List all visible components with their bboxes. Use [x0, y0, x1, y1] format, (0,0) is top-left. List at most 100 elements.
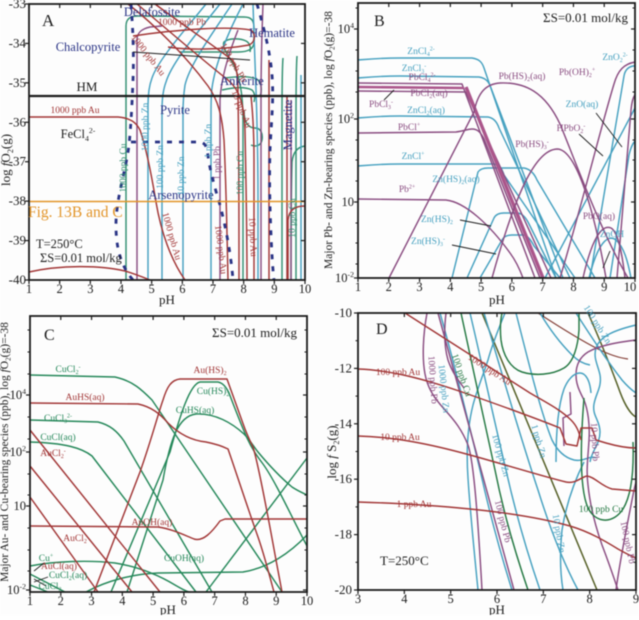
- svg-text:10 ppb Zn: 10 ppb Zn: [177, 156, 187, 195]
- svg-text:8: 8: [242, 594, 248, 608]
- svg-text:10 ppb Au: 10 ppb Au: [246, 217, 258, 257]
- svg-text:pH: pH: [489, 292, 505, 307]
- svg-text:-40: -40: [9, 272, 26, 287]
- svg-text:9: 9: [633, 592, 639, 606]
- svg-text:10: 10: [299, 282, 312, 296]
- svg-text:-36: -36: [9, 114, 27, 129]
- svg-text:Major Au- and Cu-bearing speci: Major Au- and Cu-bearing species (ppb), …: [0, 322, 13, 582]
- svg-text:1000 ppb Au: 1000 ppb Au: [50, 106, 99, 116]
- svg-text:5: 5: [150, 594, 156, 608]
- svg-text:2: 2: [386, 280, 392, 294]
- svg-text:Pb(HS)3​-​: Pb(HS)3​-​: [515, 139, 548, 151]
- svg-text:PbCl3​-​: PbCl3​-​: [369, 99, 393, 111]
- svg-text:6: 6: [494, 592, 500, 606]
- svg-text:10: 10: [14, 499, 27, 513]
- svg-text:10 ppb Pb: 10 ppb Pb: [588, 422, 600, 461]
- svg-text:Pyrite: Pyrite: [160, 103, 190, 117]
- svg-text:3: 3: [355, 592, 361, 606]
- svg-text:1 ppb Pb: 1 ppb Pb: [213, 146, 223, 180]
- svg-text:Zn(HS)3​-​: Zn(HS)3​-​: [411, 236, 445, 248]
- svg-text:Ankerite: Ankerite: [220, 74, 264, 88]
- svg-text:Magnetite: Magnetite: [281, 99, 295, 150]
- svg-text:AuHS(aq): AuHS(aq): [65, 392, 104, 403]
- svg-text:1: 1: [26, 282, 32, 296]
- svg-text:Major Pb- and Zn-bearing speci: Major Pb- and Zn-bearing species (ppb), …: [323, 11, 337, 269]
- svg-text:1000 ppb Cu: 1000 ppb Cu: [119, 143, 129, 192]
- svg-text:-39: -39: [9, 233, 26, 248]
- svg-text:Pb(HS)2​(aq): Pb(HS)2​(aq): [499, 71, 546, 83]
- svg-text:-18: -18: [335, 527, 352, 542]
- svg-text:4: 4: [401, 592, 408, 606]
- svg-text:8: 8: [587, 592, 593, 606]
- svg-text:8: 8: [570, 280, 576, 294]
- svg-text:100 ppb Cu: 100 ppb Cu: [579, 505, 624, 515]
- svg-text:1000 ppb Pb: 1000 ppb Pb: [425, 356, 438, 405]
- svg-text:pH: pH: [159, 292, 175, 307]
- svg-text:-33: -33: [9, 0, 26, 11]
- svg-text:102​: 102​: [338, 111, 355, 126]
- svg-text:1000 ppb Pb: 1000 ppb Pb: [158, 18, 206, 28]
- svg-text:1 ppb Zn: 1 ppb Zn: [204, 124, 214, 159]
- svg-text:5: 5: [478, 280, 484, 294]
- svg-text:4: 4: [119, 594, 126, 608]
- svg-text:10-2​: 10-2​: [335, 270, 354, 285]
- svg-text:-12: -12: [335, 360, 352, 375]
- svg-text:6: 6: [509, 280, 515, 294]
- svg-text:CuHS(aq): CuHS(aq): [176, 405, 215, 416]
- svg-text:Delafossite: Delafossite: [124, 5, 181, 19]
- svg-text:Pb(OH)2​+​: Pb(OH)2​+​: [559, 67, 596, 79]
- svg-text:Zn(HS)2​(aq): Zn(HS)2​(aq): [432, 174, 479, 186]
- svg-text:Hematite: Hematite: [249, 26, 295, 40]
- svg-text:-14: -14: [335, 416, 353, 431]
- svg-text:10-2​: 10-2​: [7, 582, 26, 597]
- svg-text:CuOH(aq): CuOH(aq): [164, 553, 204, 564]
- svg-text:Chalcopyrite: Chalcopyrite: [56, 40, 121, 54]
- svg-text:CuCl2​-​: CuCl2​-​: [56, 364, 81, 376]
- svg-text:6: 6: [179, 282, 185, 296]
- svg-text:pH: pH: [160, 602, 176, 615]
- svg-text:1000 ppb Au: 1000 ppb Au: [212, 225, 228, 275]
- svg-text:1: 1: [27, 594, 33, 608]
- svg-text:-20: -20: [335, 582, 352, 597]
- svg-text:7: 7: [540, 280, 546, 294]
- svg-text:10 ppb Au: 10 ppb Au: [380, 433, 420, 443]
- svg-text:10 ppb Cu: 10 ppb Cu: [288, 198, 298, 238]
- svg-text:ΣS=0.01 mol/kg: ΣS=0.01 mol/kg: [543, 10, 628, 25]
- svg-text:ZnOH: ZnOH: [600, 230, 624, 240]
- svg-text:HPbO2​-​: HPbO2​-​: [557, 123, 586, 135]
- svg-text:Fig. 13B and C: Fig. 13B and C: [28, 204, 123, 221]
- svg-text:ZnO2​2-​: ZnO2​2-​: [602, 52, 627, 64]
- svg-text:3: 3: [88, 594, 94, 608]
- svg-text:CuCl3​2-​: CuCl3​2-​: [44, 413, 72, 425]
- svg-text:AuCl2​-​: AuCl2​-​: [40, 448, 66, 460]
- svg-text:PbCl4​2-​: PbCl4​2-​: [409, 72, 436, 84]
- svg-text:-37: -37: [9, 154, 27, 169]
- svg-text:1: 1: [355, 280, 361, 294]
- svg-text:6: 6: [181, 594, 187, 608]
- svg-text:ΣS=0.01 mol/kg: ΣS=0.01 mol/kg: [212, 325, 297, 340]
- svg-text:100 ppb Au: 100 ppb Au: [376, 368, 421, 378]
- svg-text:Zn(HS)2​: Zn(HS)2​: [421, 214, 453, 226]
- svg-text:1000 ppb Au: 1000 ppb Au: [159, 211, 182, 261]
- svg-text:C: C: [44, 327, 55, 344]
- svg-text:Au(HS)2​: Au(HS)2​: [193, 365, 226, 377]
- svg-text:1000 ppb Zn: 1000 ppb Zn: [141, 102, 151, 151]
- svg-text:HM: HM: [77, 79, 98, 94]
- svg-text:D: D: [376, 321, 388, 338]
- svg-text:log f S2​(g): log f S2​(g): [324, 425, 341, 478]
- svg-text:PbCl+​: PbCl+​: [398, 122, 421, 133]
- svg-text:A: A: [42, 11, 55, 30]
- svg-text:ZnCl+​: ZnCl+​: [402, 151, 426, 162]
- svg-text:5: 5: [149, 282, 155, 296]
- svg-text:100 ppb Zn: 100 ppb Zn: [581, 304, 613, 347]
- svg-text:3: 3: [416, 280, 422, 294]
- svg-text:104​: 104​: [10, 387, 27, 402]
- svg-text:-16: -16: [335, 471, 353, 486]
- svg-text:5: 5: [448, 592, 454, 606]
- svg-text:ΣS=0.01 mol/kg: ΣS=0.01 mol/kg: [40, 251, 122, 265]
- svg-text:100 ppb Zn: 100 ppb Zn: [156, 145, 166, 189]
- svg-text:CuCl(aq): CuCl(aq): [40, 432, 75, 443]
- svg-text:T=250°C: T=250°C: [36, 237, 83, 251]
- svg-text:10: 10: [624, 280, 637, 294]
- svg-text:ZnCl3​-​: ZnCl3​-​: [402, 63, 426, 75]
